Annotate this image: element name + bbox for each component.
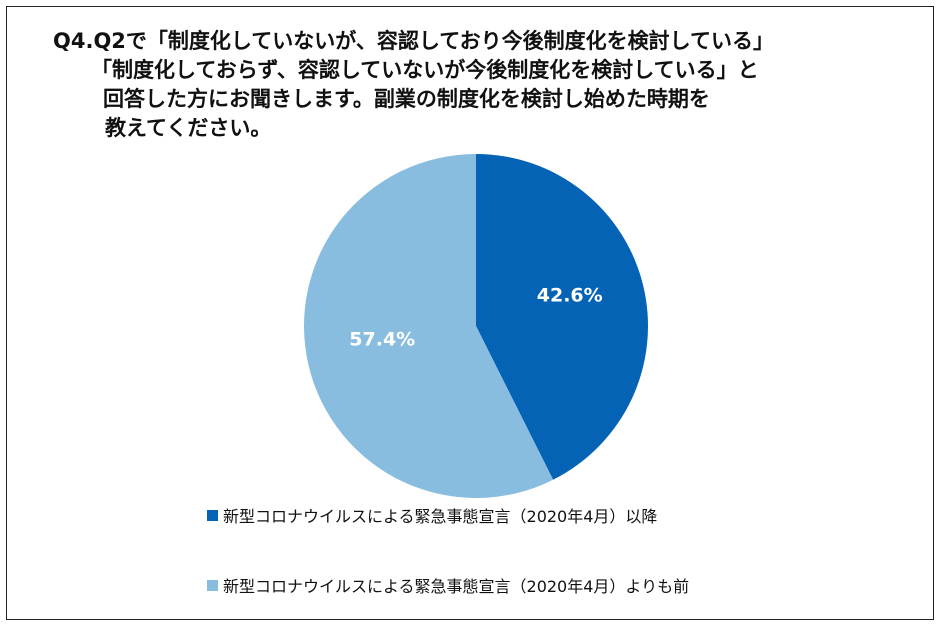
- chart-title: Q4.Q2で「制度化していないが、容認しており今後制度化を検討している」 「制度…: [53, 27, 913, 143]
- pie-label-before-declaration: 57.4%: [349, 329, 415, 351]
- legend-swatch-after-declaration: [207, 509, 218, 521]
- chart-frame: Q4.Q2で「制度化していないが、容認しており今後制度化を検討している」 「制度…: [6, 6, 934, 620]
- title-line-2: 「制度化しておらず、容認していないが今後制度化を検討している」と: [91, 58, 759, 82]
- legend-label-before-declaration: 新型コロナウイルスによる緊急事態宣言（2020年4月）よりも前: [223, 577, 690, 596]
- pie-labels: 42.6% 57.4%: [349, 284, 602, 350]
- legend: 新型コロナウイルスによる緊急事態宣言（2020年4月）以降 新型コロナウイルスに…: [207, 503, 689, 597]
- pie-slice-after-declaration: [476, 154, 648, 480]
- legend-item-after-declaration: 新型コロナウイルスによる緊急事態宣言（2020年4月）以降: [207, 503, 689, 527]
- legend-swatch-before-declaration: [207, 579, 218, 591]
- title-line-3: 回答した方にお聞きします。副業の制度化を検討し始めた時期を: [103, 87, 710, 111]
- pie-label-after-declaration: 42.6%: [537, 284, 603, 306]
- title-line-4: 教えてください。: [105, 116, 272, 140]
- legend-item-before-declaration: 新型コロナウイルスによる緊急事態宣言（2020年4月）よりも前: [207, 573, 689, 597]
- pie-chart: 42.6% 57.4%: [303, 154, 648, 499]
- pie-slice-before-declaration: [303, 154, 554, 499]
- legend-label-after-declaration: 新型コロナウイルスによる緊急事態宣言（2020年4月）以降: [223, 507, 658, 526]
- pie-slices: [303, 154, 648, 499]
- title-line-1: Q4.Q2で「制度化していないが、容認しており今後制度化を検討している」: [53, 29, 774, 53]
